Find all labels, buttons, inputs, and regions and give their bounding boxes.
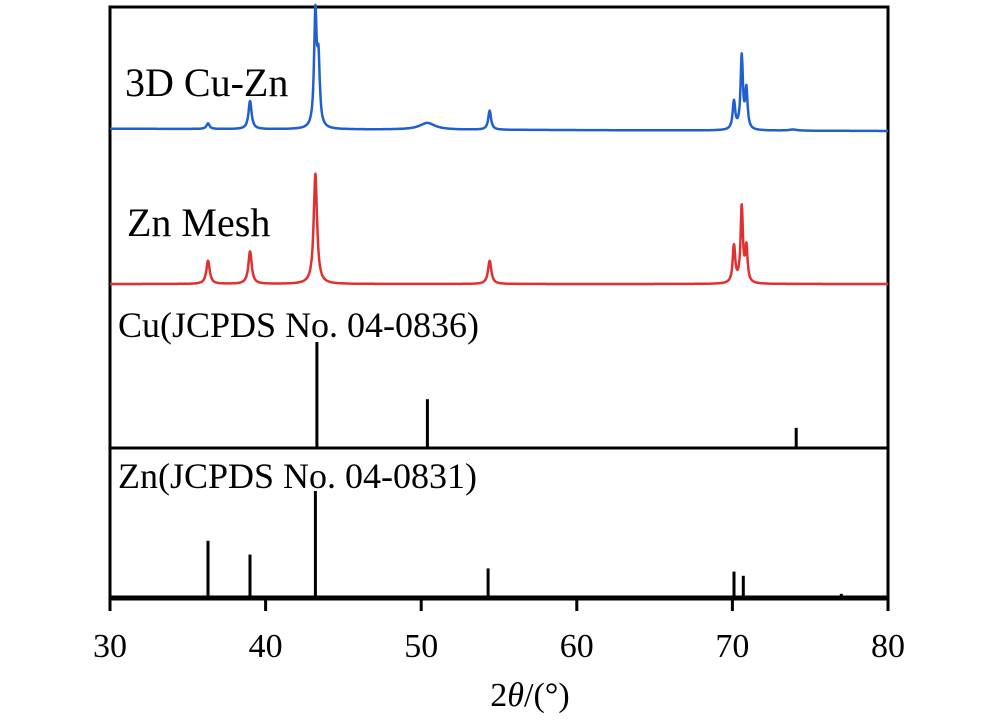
- x-axis-ticks: 30 40 50 60 70 80: [93, 599, 905, 665]
- x-tick-label-80: 80: [871, 628, 905, 665]
- series-label-3d-cu-zn: 3D Cu-Zn: [125, 60, 288, 105]
- reference-layer: [206, 342, 843, 597]
- reference-label-zn: Zn(JCPDS No. 04-0831): [118, 456, 477, 496]
- series-layer: [109, 3, 889, 286]
- series-line-3d-cu-zn: [109, 3, 889, 133]
- plot-frame: [108, 5, 890, 601]
- x-axis-title-symbol: θ: [507, 677, 524, 714]
- series-label-zn-mesh: Zn Mesh: [127, 200, 270, 245]
- x-tick-label-30: 30: [93, 628, 127, 665]
- series-line-zn-mesh: [109, 172, 889, 286]
- reference-label-cu: Cu(JCPDS No. 04-0836): [118, 305, 479, 345]
- x-tick-label-50: 50: [404, 628, 438, 665]
- x-tick-label-60: 60: [560, 628, 594, 665]
- x-axis-title: 2θ/(°): [490, 677, 569, 714]
- x-axis-title-suffix: /(°): [524, 677, 570, 714]
- x-tick-label-40: 40: [249, 628, 283, 665]
- x-axis-title-prefix: 2: [490, 677, 507, 714]
- x-tick-label-70: 70: [715, 628, 749, 665]
